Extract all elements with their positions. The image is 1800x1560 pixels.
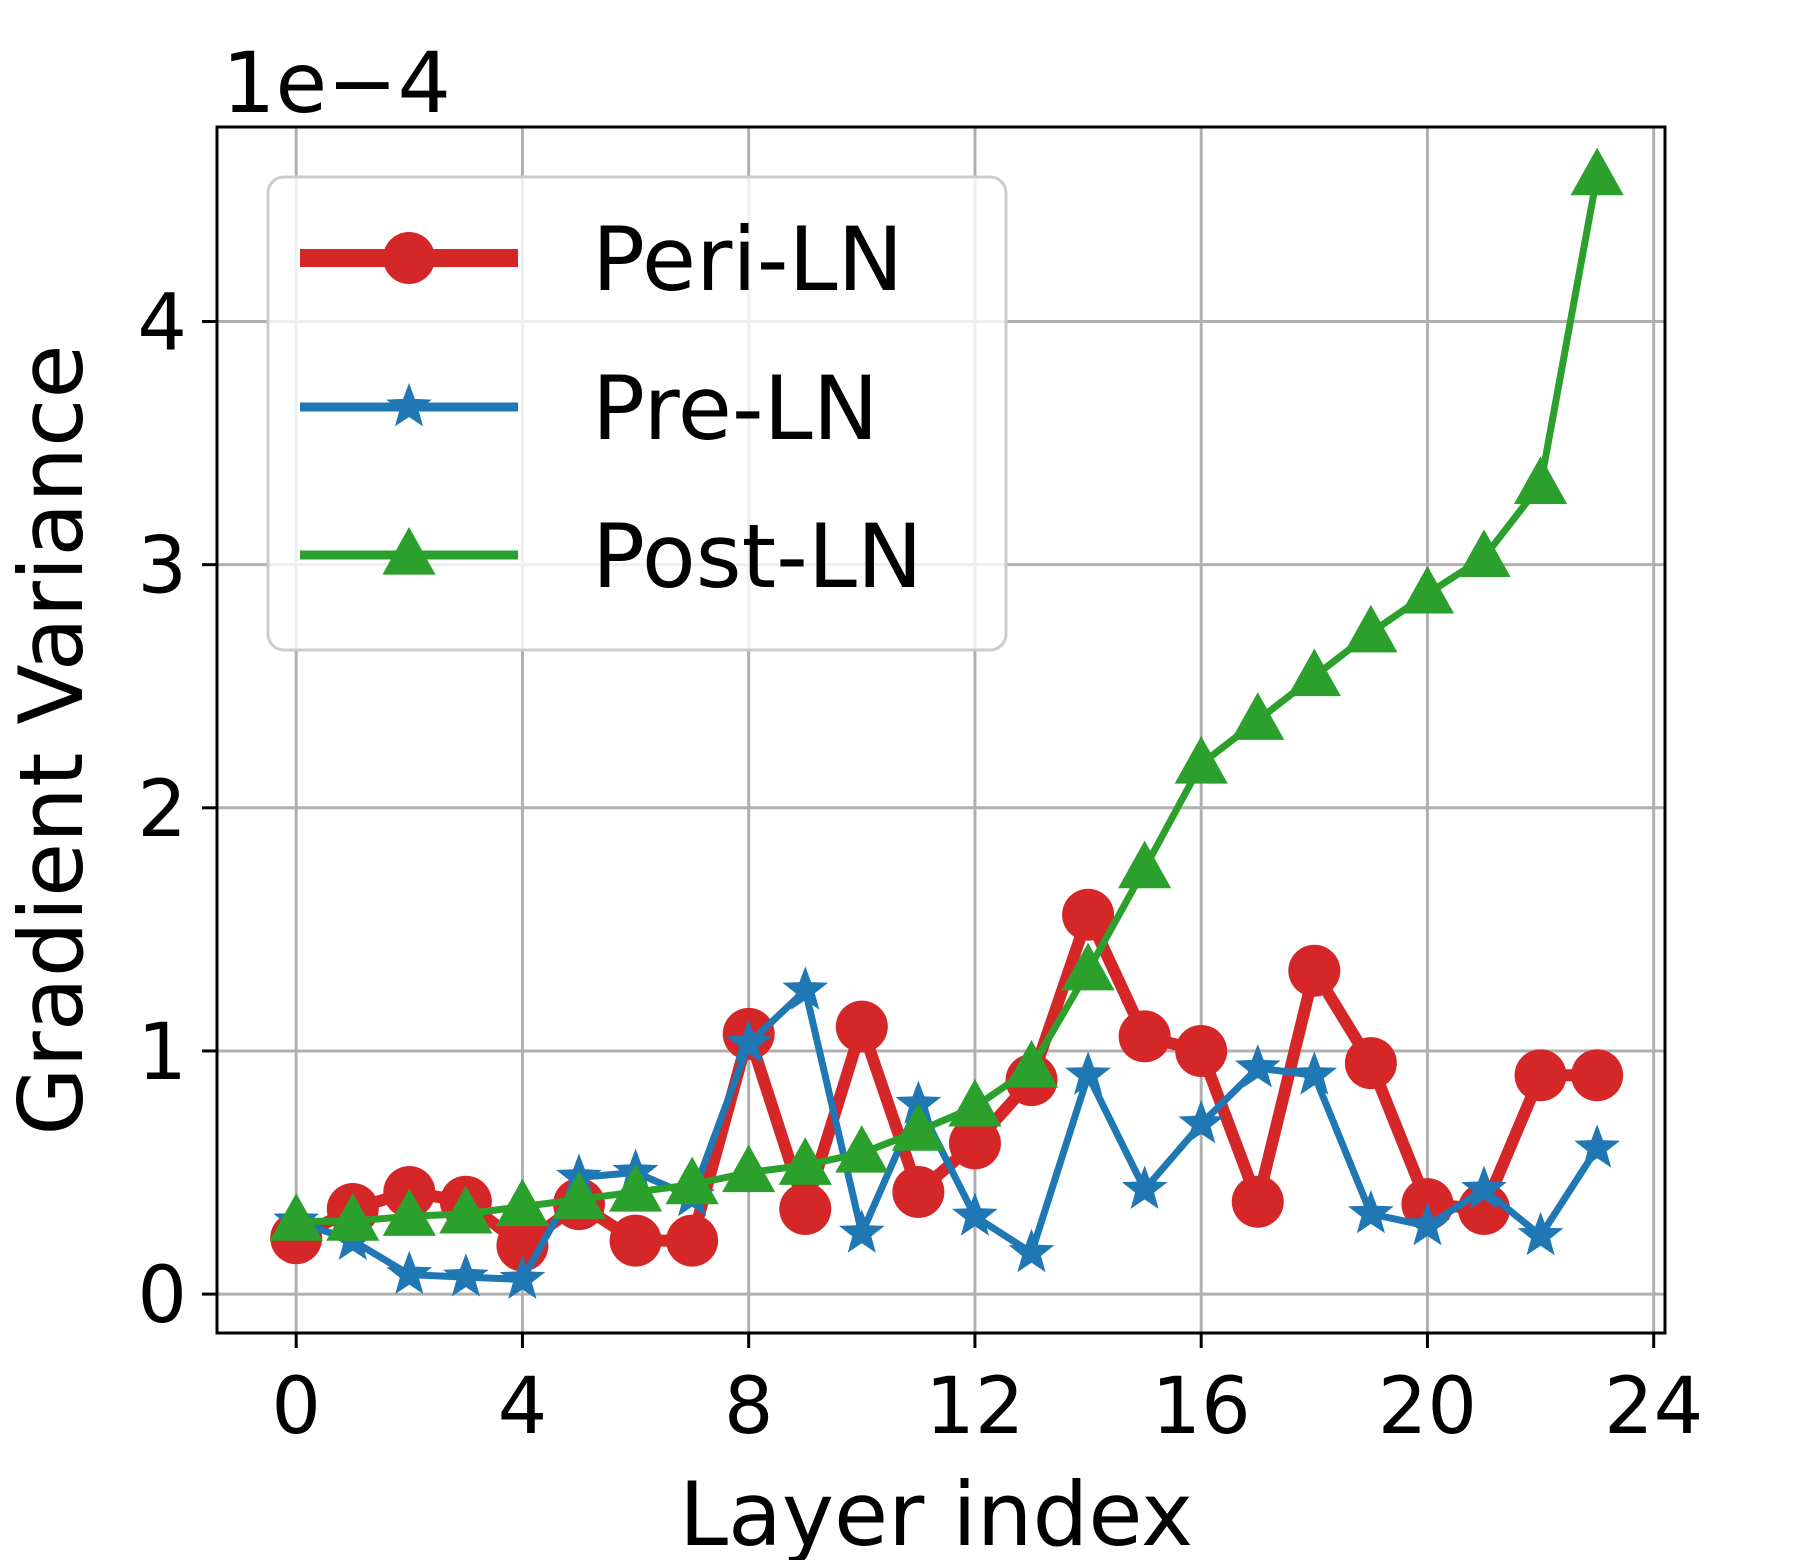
- data-point: [1118, 1010, 1171, 1063]
- data-point: [892, 1165, 945, 1218]
- data-point: [1574, 1124, 1620, 1168]
- y-tick-label: 3: [137, 522, 187, 612]
- data-point: [1291, 1051, 1338, 1095]
- data-point: [1231, 692, 1285, 740]
- legend-marker: [386, 383, 432, 427]
- legend-label: Peri-LN: [592, 208, 903, 311]
- data-point: [835, 1000, 888, 1053]
- series-post-ln: [269, 147, 1624, 1241]
- data-point: [443, 1253, 489, 1297]
- data-point: [891, 1103, 945, 1151]
- data-point: [1065, 1051, 1111, 1095]
- data-point: [499, 1255, 546, 1299]
- x-tick-label: 24: [1604, 1362, 1703, 1452]
- data-point: [1008, 1228, 1055, 1273]
- data-point: [1513, 456, 1568, 505]
- data-point: [1571, 1049, 1624, 1102]
- y-tick-label: 1: [137, 1008, 187, 1098]
- y-tick-label: 2: [137, 765, 187, 855]
- data-point: [1348, 1189, 1394, 1234]
- data-point: [1404, 1202, 1451, 1246]
- data-point: [1062, 888, 1115, 941]
- data-point: [835, 1125, 889, 1173]
- data-point: [1287, 648, 1341, 697]
- y-tick-label: 4: [137, 279, 187, 369]
- data-point: [1004, 1039, 1059, 1088]
- data-point: [495, 1178, 550, 1227]
- data-point: [326, 1193, 380, 1241]
- legend-item: Peri-LN: [300, 208, 903, 311]
- legend: Peri-LN Pre-LN Post-LN: [266, 175, 1008, 652]
- scale-label: 1e−4: [222, 34, 451, 132]
- data-point: [666, 1214, 719, 1267]
- data-point: [609, 1214, 662, 1267]
- legend-marker: [383, 232, 435, 284]
- data-point: [1231, 1175, 1284, 1228]
- data-point: [1178, 1099, 1224, 1144]
- data-point: [1344, 604, 1398, 653]
- data-point: [948, 1117, 1001, 1170]
- data-point: [1570, 147, 1624, 196]
- data-point: [948, 1078, 1002, 1127]
- data-point: [1288, 944, 1341, 997]
- series-pre-ln: [273, 966, 1620, 1299]
- data-point: [1175, 1024, 1228, 1077]
- data-point: [725, 1019, 772, 1064]
- data-point: [269, 1193, 323, 1241]
- series-layer: [269, 147, 1624, 1299]
- plot-frame: [215, 125, 1667, 1335]
- data-point: [779, 1182, 832, 1235]
- data-point: [1174, 736, 1228, 784]
- legend-marker: [382, 527, 436, 575]
- data-point: [778, 1137, 832, 1185]
- data-point: [552, 1171, 606, 1219]
- data-point: [722, 1144, 776, 1193]
- data-point: [1461, 1165, 1507, 1209]
- data-point: [895, 1080, 942, 1124]
- y-tick-label: 0: [137, 1251, 187, 1341]
- data-point: [1344, 1037, 1397, 1090]
- data-point: [1400, 565, 1455, 614]
- data-point: [1514, 1049, 1567, 1102]
- data-point: [386, 1250, 433, 1295]
- x-tick-label: 16: [1152, 1362, 1251, 1452]
- y-axis-label: Gradient Variance: [0, 344, 103, 1135]
- data-point: [1118, 840, 1172, 889]
- legend-item: Post-LN: [300, 505, 923, 608]
- series-line: [293, 908, 1598, 1252]
- data-point: [665, 1156, 719, 1205]
- x-tick-label: 20: [1378, 1362, 1477, 1452]
- data-point: [1234, 1044, 1281, 1088]
- data-point: [1121, 1165, 1168, 1209]
- legend-item: Pre-LN: [300, 357, 879, 460]
- data-point: [952, 1192, 998, 1236]
- data-point: [439, 1185, 493, 1234]
- x-tick-label: 0: [271, 1362, 321, 1452]
- data-point: [782, 966, 829, 1010]
- legend-box: [266, 175, 1008, 652]
- legend-label: Pre-LN: [592, 357, 879, 460]
- data-point: [382, 1188, 436, 1236]
- x-tick-label: 4: [498, 1362, 548, 1452]
- data-point: [839, 1209, 885, 1253]
- data-point: [1457, 529, 1511, 577]
- data-point: [608, 1163, 663, 1212]
- x-axis-label: Layer index: [679, 1463, 1193, 1560]
- x-tick-label: 12: [925, 1362, 1024, 1452]
- legend-label: Post-LN: [592, 505, 923, 608]
- data-point: [1061, 942, 1115, 991]
- data-point: [1517, 1211, 1564, 1256]
- x-tick-label: 8: [724, 1362, 774, 1452]
